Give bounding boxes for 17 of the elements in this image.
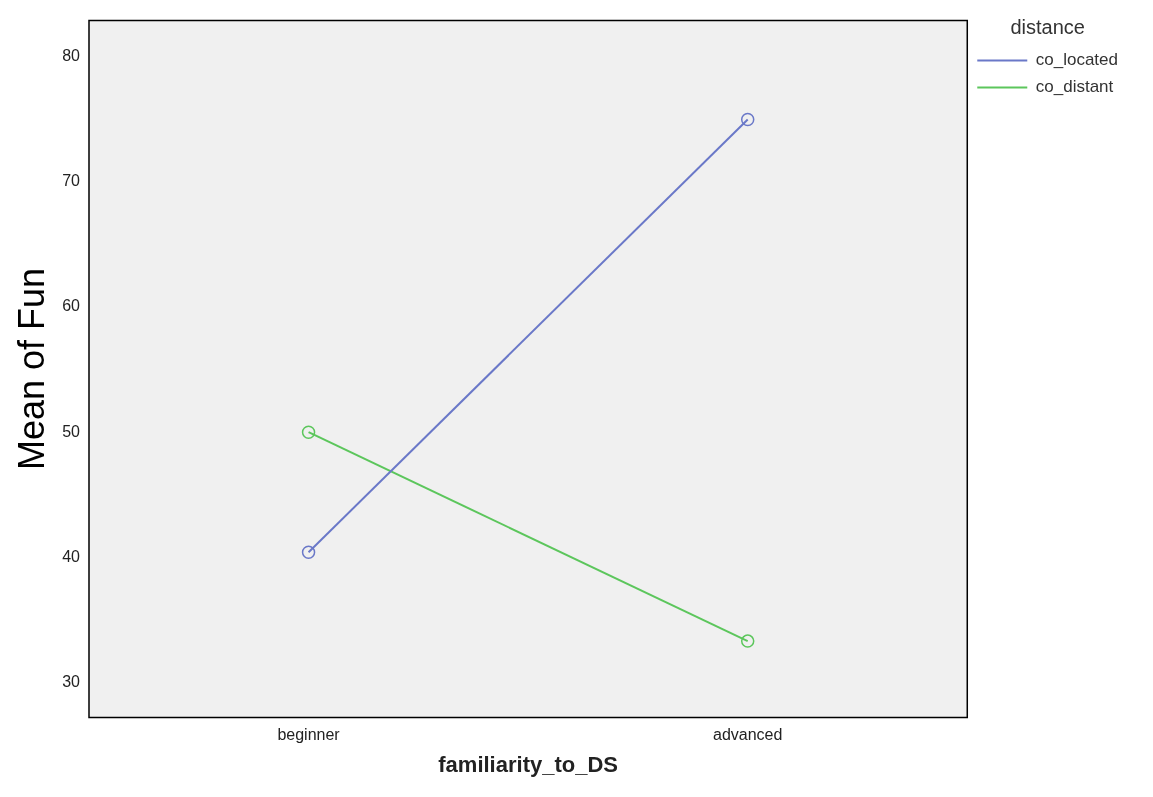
legend-label: co_distant <box>1035 77 1114 97</box>
legend-label: co_located <box>1035 50 1119 70</box>
y-tick-label: 30 <box>62 672 81 690</box>
y-tick-label: 60 <box>62 297 81 315</box>
point <box>301 425 316 439</box>
y-tick-label: 70 <box>62 172 81 190</box>
x-axis-title: familiarity_to_DS <box>438 751 618 777</box>
point <box>740 112 755 127</box>
y-tick-label: 40 <box>62 547 81 565</box>
y-tick-label: 80 <box>62 47 81 65</box>
x-tick-label: advanced <box>713 726 783 744</box>
y-axis-title: Mean of Fun <box>10 267 52 471</box>
point <box>740 634 755 648</box>
point <box>301 545 316 560</box>
legend-title: distance <box>1010 15 1085 38</box>
y-tick-label: 50 <box>62 422 81 440</box>
x-tick-label: beginner <box>277 726 341 744</box>
